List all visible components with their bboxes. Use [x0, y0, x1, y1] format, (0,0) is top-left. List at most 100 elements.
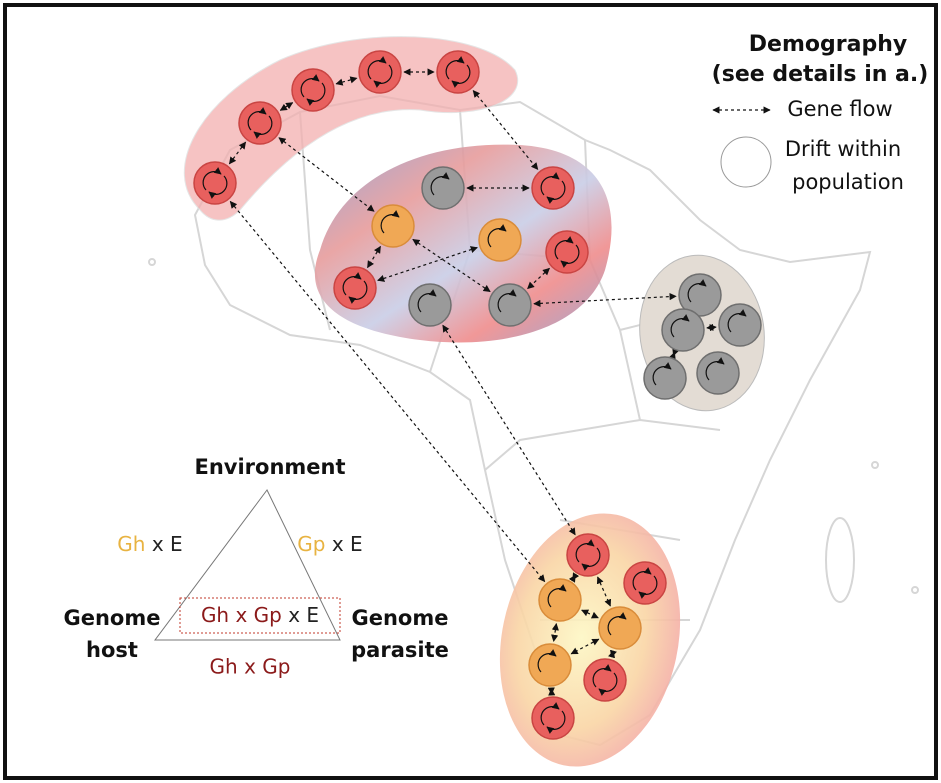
parasite-label: parasite — [351, 638, 449, 662]
population-circle — [538, 578, 582, 622]
drift-arrow — [451, 64, 471, 88]
gene-flow — [568, 572, 580, 583]
population-circle — [333, 266, 377, 310]
gh: Gh — [117, 532, 145, 556]
population — [643, 356, 687, 400]
drift-arrow — [592, 664, 612, 688]
gene-flow — [229, 200, 546, 583]
population-circle — [545, 230, 589, 274]
populations — [193, 50, 762, 740]
drift-arrow — [598, 672, 618, 696]
population — [421, 166, 465, 210]
population-circle — [488, 283, 532, 327]
gene-flows — [228, 68, 717, 696]
population — [583, 658, 627, 702]
population-circle — [358, 50, 402, 94]
drift-arrow — [540, 702, 560, 726]
drift-arrow — [487, 224, 507, 248]
population — [545, 230, 589, 274]
legend-circle — [720, 136, 772, 188]
xe: x E — [332, 532, 363, 556]
triangle-shape — [154, 489, 341, 641]
population — [436, 50, 480, 94]
population-circle — [371, 204, 415, 248]
parasite-label: Genome — [352, 606, 449, 630]
gp: Gp — [297, 532, 325, 556]
population — [661, 308, 705, 352]
frame — [3, 3, 938, 780]
gh-gp: Gh x Gp — [201, 603, 282, 627]
drift-arrow — [445, 56, 465, 80]
drift-arrow — [547, 584, 567, 608]
drift-arrow — [306, 82, 326, 106]
drift-arrow — [497, 289, 517, 313]
legend-title: Demography — [749, 32, 907, 57]
drift-arrow — [560, 244, 580, 268]
population — [488, 283, 532, 327]
population-circle — [478, 218, 522, 262]
north-cluster — [183, 36, 519, 221]
population-circle — [566, 533, 610, 577]
population-circle — [583, 658, 627, 702]
legend-gene-flow: Gene flow — [787, 97, 892, 121]
population-circle — [408, 283, 452, 327]
gene-flow — [570, 638, 600, 655]
gene-flow — [596, 576, 612, 607]
population-circle — [643, 356, 687, 400]
population — [478, 218, 522, 262]
population — [358, 50, 402, 94]
population — [566, 533, 610, 577]
legend-drift: Drift within — [785, 137, 901, 161]
environment-label: Environment — [194, 455, 345, 479]
gene-flow — [279, 102, 294, 111]
drift-arrow — [546, 180, 566, 204]
population — [193, 161, 237, 205]
drift-arrow — [705, 357, 725, 381]
drift-arrow — [208, 175, 228, 199]
drift-arrow — [380, 210, 400, 234]
host-label: Genome — [64, 606, 161, 630]
population — [291, 68, 335, 112]
xe: x E — [152, 532, 183, 556]
legend: Demography (see details in a.) Gene flow… — [712, 32, 929, 194]
drift-arrow — [652, 362, 672, 386]
population-circle — [718, 303, 762, 347]
population-circle — [193, 161, 237, 205]
population — [528, 643, 572, 687]
drift-arrow — [687, 279, 707, 303]
drift-arrow — [575, 539, 595, 563]
gene-flow — [228, 141, 247, 165]
gh-gp-bottom: Gh x Gp — [210, 655, 291, 679]
drift-arrow — [417, 289, 437, 313]
legend-drift: population — [792, 170, 904, 194]
drift-arrow — [607, 612, 627, 636]
drift-arrow — [430, 172, 450, 196]
population — [538, 578, 582, 622]
population — [333, 266, 377, 310]
population-circle — [531, 696, 575, 740]
gene-flow — [442, 324, 576, 536]
drift-arrow — [727, 309, 747, 333]
drift-arrow — [632, 567, 652, 591]
gene-flow — [278, 137, 375, 212]
population — [238, 101, 282, 145]
population — [678, 273, 722, 317]
population-circle — [623, 561, 667, 605]
drift-arrow — [367, 56, 387, 80]
drift-arrow — [300, 74, 320, 98]
drift-arrow — [581, 547, 601, 571]
drift-arrow — [348, 280, 368, 304]
gene-flow — [668, 348, 680, 360]
drift-arrow — [670, 314, 690, 338]
xe: x E — [288, 603, 319, 627]
legend-subtitle: (see details in a.) — [712, 62, 929, 87]
population-circle — [661, 308, 705, 352]
population-circle — [531, 166, 575, 210]
gene-flow — [472, 90, 539, 170]
population — [531, 166, 575, 210]
drift-arrow — [202, 167, 222, 191]
population-circle — [421, 166, 465, 210]
population — [623, 561, 667, 605]
drift-arrow — [247, 107, 267, 131]
